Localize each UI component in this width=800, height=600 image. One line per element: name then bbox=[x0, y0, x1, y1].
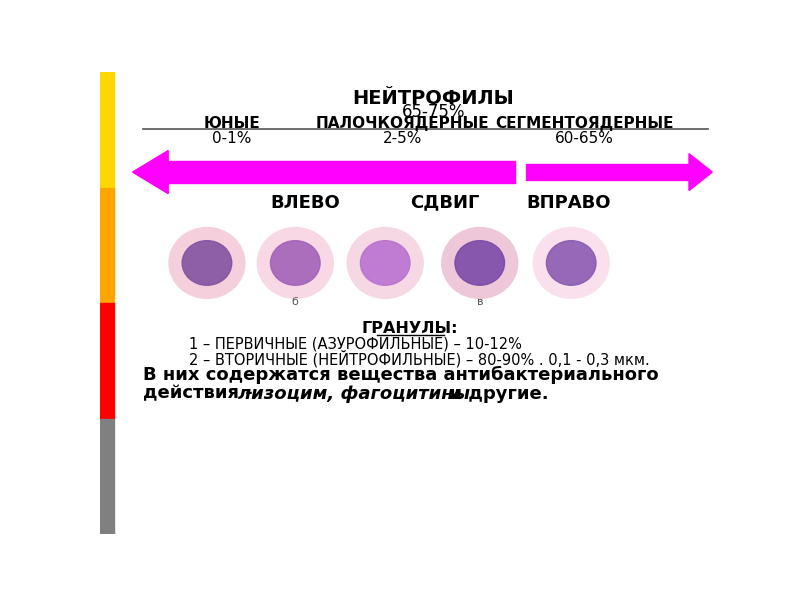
Text: и другие.: и другие. bbox=[437, 385, 549, 403]
Text: б: б bbox=[292, 297, 298, 307]
Ellipse shape bbox=[347, 227, 423, 298]
Text: В них содержатся вещества антибактериального: В них содержатся вещества антибактериаль… bbox=[142, 366, 658, 384]
Bar bbox=[100, 419, 114, 534]
Text: 60-65%: 60-65% bbox=[555, 131, 614, 146]
Text: НЕЙТРОФИЛЫ: НЕЙТРОФИЛЫ bbox=[352, 89, 514, 108]
Ellipse shape bbox=[534, 227, 609, 298]
Text: в: в bbox=[477, 297, 483, 307]
Bar bbox=[100, 187, 114, 303]
Text: ВПРАВО: ВПРАВО bbox=[526, 194, 611, 212]
Ellipse shape bbox=[455, 241, 505, 285]
Text: ПАЛОЧКОЯДЕРНЫЕ: ПАЛОЧКОЯДЕРНЫЕ bbox=[315, 116, 489, 131]
Ellipse shape bbox=[442, 227, 518, 298]
Bar bbox=[526, 164, 693, 180]
Polygon shape bbox=[689, 154, 712, 191]
Ellipse shape bbox=[360, 241, 410, 285]
Text: ГРАНУЛЫ:: ГРАНУЛЫ: bbox=[362, 322, 458, 337]
Polygon shape bbox=[133, 151, 168, 194]
Text: действия -: действия - bbox=[142, 385, 258, 403]
Text: ВЛЕВО: ВЛЕВО bbox=[270, 194, 340, 212]
Ellipse shape bbox=[169, 227, 245, 298]
Ellipse shape bbox=[270, 241, 320, 285]
Text: 1 – ПЕРВИЧНЫЕ (АЗУРОФИЛЬНЫЕ) – 10-12%: 1 – ПЕРВИЧНЫЕ (АЗУРОФИЛЬНЫЕ) – 10-12% bbox=[189, 336, 522, 351]
Ellipse shape bbox=[258, 227, 334, 298]
Text: 2 – ВТОРИЧНЫЕ (НЕЙТРОФИЛЬНЫЕ) – 80-90% . 0,1 - 0,3 мкм.: 2 – ВТОРИЧНЫЕ (НЕЙТРОФИЛЬНЫЕ) – 80-90% .… bbox=[189, 350, 650, 367]
Text: СЕГМЕНТОЯДЕРНЫЕ: СЕГМЕНТОЯДЕРНЫЕ bbox=[495, 116, 674, 131]
Bar bbox=[168, 161, 514, 183]
Ellipse shape bbox=[182, 241, 232, 285]
Ellipse shape bbox=[546, 241, 596, 285]
Text: 0-1%: 0-1% bbox=[212, 131, 251, 146]
Bar bbox=[100, 72, 114, 187]
Text: 2-5%: 2-5% bbox=[382, 131, 422, 146]
Text: СДВИГ: СДВИГ bbox=[410, 194, 479, 212]
Bar bbox=[100, 303, 114, 419]
Text: ЮНЫЕ: ЮНЫЕ bbox=[203, 116, 260, 131]
Text: лизоцим, фагоцитины: лизоцим, фагоцитины bbox=[238, 385, 470, 403]
Text: 65-75%: 65-75% bbox=[402, 103, 465, 121]
